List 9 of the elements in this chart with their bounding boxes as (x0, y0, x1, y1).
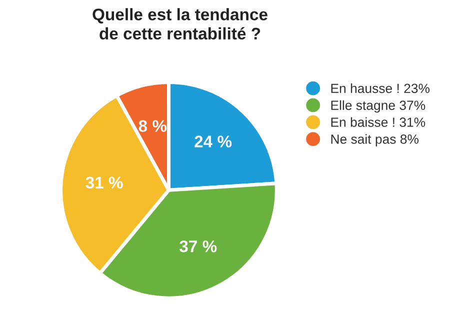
legend-label: En hausse ! 23% (331, 83, 430, 94)
legend-label: Ne sait pas 8% (331, 134, 418, 146)
legend-label: En baisse ! 31% (331, 117, 426, 127)
data-label: 8 % (138, 120, 167, 132)
chart-title: Quelle est la tendance de cette rentabilité ? (92, 8, 268, 40)
data-label: 31 % (86, 176, 123, 189)
data-label: 37 % (180, 240, 217, 252)
data-label: 24 % (194, 136, 232, 148)
legend-label: Elle stagne 37% (331, 100, 426, 113)
